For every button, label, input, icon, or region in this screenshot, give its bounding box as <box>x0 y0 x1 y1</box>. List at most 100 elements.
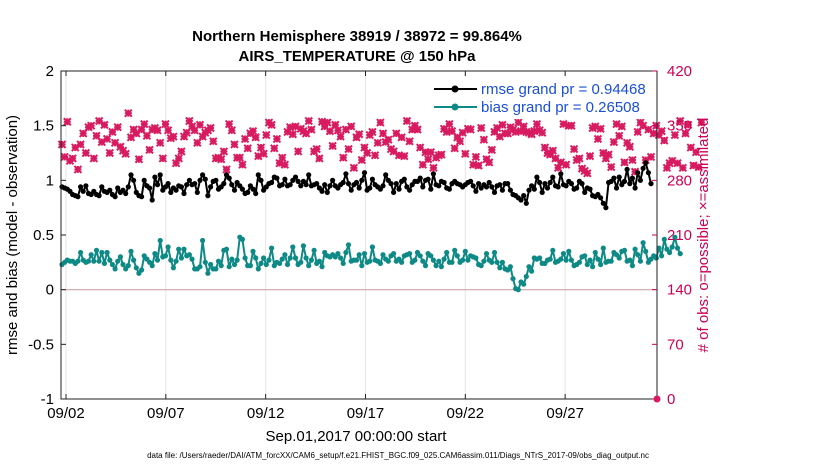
bias-point <box>139 267 145 273</box>
rmse-point <box>534 174 540 180</box>
bias-point <box>582 253 588 259</box>
bias-point <box>473 255 479 261</box>
bias-point <box>433 263 439 269</box>
obs-count-marker <box>336 132 345 141</box>
obs-count-marker <box>256 143 266 152</box>
obs-count-marker <box>155 138 165 148</box>
bias-point <box>208 261 214 268</box>
bias-point <box>510 276 516 282</box>
x-tick-label: 09/17 <box>347 405 385 422</box>
rmse-point <box>353 179 360 186</box>
bias-point <box>547 256 553 262</box>
obs-count-marker <box>686 143 696 152</box>
bias-point <box>537 255 543 261</box>
bias-point <box>253 255 259 261</box>
obs-count-marker <box>476 123 486 133</box>
bias-point <box>186 252 192 258</box>
bias-point <box>133 265 139 271</box>
bias-point <box>181 246 187 252</box>
obs-count-marker <box>445 119 454 129</box>
bias-point <box>377 260 383 266</box>
obs-count-marker <box>238 160 247 169</box>
rmse-point <box>489 184 495 190</box>
bias-point <box>483 251 490 257</box>
rmse-point <box>149 197 155 203</box>
obs-count-marker <box>100 120 109 130</box>
rmse-point <box>356 185 362 191</box>
obs-count-marker <box>304 116 313 126</box>
rmse-point <box>359 177 365 183</box>
bias-point <box>637 258 644 264</box>
bias-point <box>343 249 349 256</box>
plot-area <box>61 71 657 399</box>
bias-point <box>526 264 532 270</box>
bias-point <box>85 258 92 264</box>
obs-count-marker <box>105 148 114 158</box>
bias-point <box>149 263 155 269</box>
obs-count-marker <box>272 134 282 144</box>
rmse-point <box>165 181 171 187</box>
rmse-point <box>253 190 259 197</box>
bias-point <box>659 253 665 259</box>
bias-point <box>218 263 224 269</box>
obs-count-marker <box>73 165 83 174</box>
obs-zero-marker <box>653 395 661 403</box>
rmse-point <box>295 178 301 184</box>
bias-point <box>306 263 312 269</box>
rmse-point <box>624 166 630 172</box>
obs-count-marker <box>354 130 364 139</box>
rmse-point <box>322 182 328 188</box>
right-y-tick-label: 0 <box>667 391 675 408</box>
bias-point <box>168 257 174 263</box>
rmse-point <box>579 181 585 187</box>
chart-title: Northern Hemisphere 38919 / 38972 = 99.8… <box>192 28 522 45</box>
bias-point <box>643 248 649 254</box>
data-file-footnote: data file: /Users/raeder/DAI/ATM_forcXX/… <box>147 451 649 460</box>
bias-point <box>88 252 94 258</box>
rmse-point <box>343 171 349 177</box>
rmse-point <box>393 181 399 187</box>
rmse-point <box>542 181 548 187</box>
obs-count-marker <box>697 118 706 127</box>
rmse-point <box>361 170 368 176</box>
obs-count-marker <box>413 125 422 134</box>
bias-point <box>279 256 285 262</box>
obs-count-marker <box>113 123 122 132</box>
obs-count-marker <box>561 160 571 169</box>
bias-point <box>157 237 163 244</box>
y-tick-label: 0.5 <box>33 227 54 244</box>
rmse-point <box>531 186 537 192</box>
bias-point <box>335 251 341 257</box>
obs-count-marker <box>145 145 154 155</box>
obs-count-marker <box>81 148 91 158</box>
obs-count-marker <box>108 127 117 137</box>
obs-count-marker <box>243 144 252 153</box>
rmse-point <box>208 184 214 190</box>
bias-point <box>226 264 232 270</box>
right-y-axis-label: # of obs: o=possible; ×=assimilated <box>695 118 712 353</box>
obs-count-marker <box>625 142 634 151</box>
bias-point <box>462 248 468 254</box>
bias-point <box>667 249 673 256</box>
bias-point <box>215 258 222 264</box>
obs-count-marker <box>63 117 72 126</box>
obs-count-marker <box>357 155 367 165</box>
axes-layer: 09/02 09/07 09/12 09/17 09/22 09/27 2 1.5 1 0.5 0 -… <box>28 63 692 422</box>
obs-count-marker <box>169 132 178 141</box>
bias-point <box>269 245 275 251</box>
bias-point <box>189 256 195 262</box>
obs-count-marker <box>583 169 592 178</box>
bias-point <box>213 266 219 272</box>
obs-count-marker <box>373 138 382 148</box>
right-y-tick-label: 350 <box>667 118 692 135</box>
rmse-point <box>643 160 649 166</box>
obs-count-marker <box>660 136 669 145</box>
rmse-point <box>348 187 354 193</box>
obs-count-marker <box>57 140 67 149</box>
obs-count-marker <box>209 137 218 146</box>
y-tick-label: 1.5 <box>33 118 54 135</box>
bias-point <box>112 266 118 272</box>
bias-point <box>529 268 535 274</box>
rmse-point <box>168 189 174 195</box>
obs-count-marker <box>575 154 584 163</box>
